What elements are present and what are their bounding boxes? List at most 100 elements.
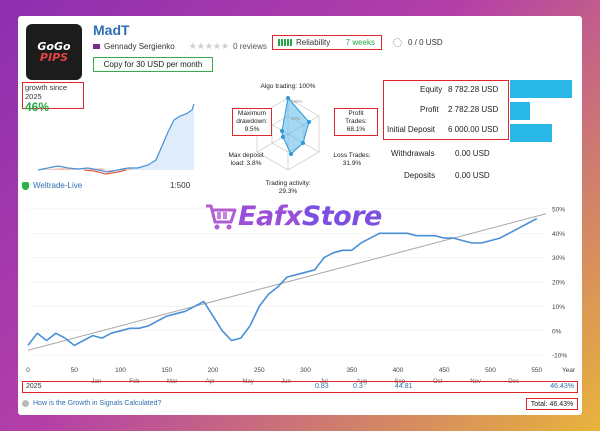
x-month-label: Oct xyxy=(433,379,443,385)
watermark-text-2: Store xyxy=(301,201,383,232)
growth-help-link[interactable]: How is the Growth in Signals Calculated? xyxy=(22,400,161,407)
y-tick-label: 10% xyxy=(552,304,565,311)
x-tick-label: 550 xyxy=(531,367,542,374)
growth-label: growth since 2025 xyxy=(25,83,68,101)
y-tick-label: 30% xyxy=(552,255,565,262)
reliability-box: Reliability 7 weeks xyxy=(272,35,382,50)
withdrawals-value: 0.00 USD xyxy=(455,149,490,158)
x-month-label: Sep xyxy=(394,379,405,385)
deposit-load-title: Max deposit xyxy=(228,152,264,159)
deposit-load-value: load: 3.8% xyxy=(230,160,262,167)
growth-mini-line xyxy=(37,103,195,173)
radar-algo-label: Algo trading: 100% xyxy=(260,83,316,90)
subscribers-value: 0 / 0 USD xyxy=(408,38,443,47)
year-label: 2025 xyxy=(26,383,42,390)
y-tick-label: 40% xyxy=(552,231,565,238)
x-month-label: Jan xyxy=(92,379,102,385)
total-growth: Total: 46.43% xyxy=(526,398,578,410)
radar-point-drawdown xyxy=(280,129,284,133)
subscribers-icon xyxy=(393,38,402,47)
watermark-text-1: Eafx xyxy=(238,201,302,232)
growth-main-chart: 50% 40% 30% 20% 10% 0% -10% 0 50 100 150 200 250 300 3… xyxy=(26,206,576,385)
x-tick-label: 400 xyxy=(393,367,404,374)
broker-info: Weltrade-Live xyxy=(22,181,82,190)
radar-loss-label: Loss Trades: 31.9% xyxy=(332,152,372,168)
author-name[interactable]: Gennady Sergienko xyxy=(104,41,175,51)
copy-subscribe-button[interactable]: Copy for 30 USD per month xyxy=(93,57,213,72)
signal-title[interactable]: MadT xyxy=(93,22,130,38)
x-axis-year-label: Year xyxy=(562,367,576,374)
flag-icon xyxy=(93,43,100,49)
series-line-growth xyxy=(27,217,538,347)
profit-label: Profit xyxy=(420,105,439,114)
radar-ring-inner-label: 50% xyxy=(291,116,300,121)
radar-activity-label: Trading activity: 29.3% xyxy=(265,180,311,195)
x-month-label: Dec xyxy=(508,379,519,385)
x-tick-label: 250 xyxy=(254,367,265,374)
year-total: 46.43% xyxy=(550,383,574,390)
profit-bar xyxy=(510,102,530,120)
radar-point-profit xyxy=(307,120,311,124)
logo-line2: PIPS xyxy=(39,51,69,64)
deposit-bar xyxy=(510,124,553,142)
growth-summary: growth since 2025 46% xyxy=(22,82,84,114)
radar-point-deposit xyxy=(281,135,285,139)
radar-ring-outer-label: 100% xyxy=(291,99,303,104)
month-return-sep: 44.81 xyxy=(395,383,413,390)
radar-svg: 100% 50% xyxy=(256,96,320,171)
reviews-count[interactable]: 0 reviews xyxy=(233,41,267,51)
growth-mini-chart xyxy=(37,103,195,175)
logo-line1: GoGo xyxy=(37,40,71,53)
growth-value: 46% xyxy=(25,100,50,114)
y-tick-label: 0% xyxy=(552,328,562,335)
month-return-aug: 0.3 xyxy=(353,383,363,390)
reliability-weeks: 7 weeks xyxy=(345,38,375,47)
question-icon xyxy=(22,400,29,407)
loss-trades-title: Loss Trades: xyxy=(333,152,371,159)
yearly-returns-row: 2025 0.83 0.3 44.81 46.43% xyxy=(22,381,578,393)
x-tick-label: 200 xyxy=(208,367,219,374)
x-tick-label: 300 xyxy=(300,367,311,374)
x-month-label: Apr xyxy=(205,379,214,385)
broker-name[interactable]: Weltrade-Live xyxy=(33,181,83,190)
drawdown-value: 9.5% xyxy=(244,126,260,133)
x-tick-label: 450 xyxy=(439,367,450,374)
deposits-label: Deposits xyxy=(404,171,436,180)
x-tick-label: 50 xyxy=(71,367,79,374)
equity-value: 8 782.28 USD xyxy=(448,85,499,94)
reliability-bars-icon xyxy=(278,39,292,46)
growth-help-text[interactable]: How is the Growth in Signals Calculated? xyxy=(33,400,162,407)
withdrawals-label: Withdrawals xyxy=(391,149,435,158)
deposits-value: 0.00 USD xyxy=(455,171,490,180)
radar-profit-label: Profit Trades: 68.1% xyxy=(334,108,378,136)
x-month-label: Mar xyxy=(167,379,177,385)
profit-trades-value: 68.1% xyxy=(346,126,366,133)
profit-value: 2 782.28 USD xyxy=(448,105,499,114)
signal-card: GoGo PIPS MadT Gennady Sergienko ★★★★★ 0… xyxy=(18,16,582,415)
x-month-label: Aug xyxy=(356,379,367,385)
month-return-jul: 0.83 xyxy=(315,383,329,390)
initial-deposit-label: Initial Deposit xyxy=(387,125,436,134)
equity-bar xyxy=(510,80,572,98)
signal-logo[interactable]: GoGo PIPS xyxy=(26,24,82,80)
loss-trades-value: 31.9% xyxy=(342,160,362,167)
x-tick-label: 350 xyxy=(346,367,357,374)
rating-stars: ★★★★★ xyxy=(188,40,230,51)
y-tick-label: 50% xyxy=(552,206,565,213)
y-tick-label: -10% xyxy=(552,353,567,360)
equity-label: Equity xyxy=(420,85,443,94)
x-month-label: Jul xyxy=(320,379,328,385)
reliability-label: Reliability xyxy=(296,38,331,47)
x-tick-label: 500 xyxy=(485,367,496,374)
eafx-store-watermark: Eafx Store xyxy=(204,201,382,232)
x-month-label: Jun xyxy=(281,379,291,385)
x-tick-label: 150 xyxy=(161,367,172,374)
series-line-trend xyxy=(27,213,547,351)
account-stats-box: Equity 8 782.28 USD Profit 2 782.28 USD … xyxy=(383,80,509,140)
x-tick-label: 100 xyxy=(115,367,126,374)
y-tick-label: 20% xyxy=(552,280,565,287)
radar-chart: 100% 50% Algo trading: 100% Maximum draw… xyxy=(198,82,378,195)
x-month-label: May xyxy=(242,379,253,385)
radar-point-loss xyxy=(301,141,305,145)
radar-shape xyxy=(281,96,310,155)
